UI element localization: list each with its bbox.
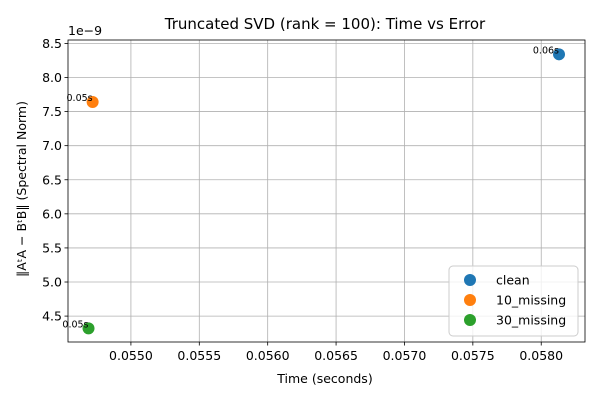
y-tick-label: 8.5 — [42, 36, 62, 51]
y-tick-label: 6.0 — [42, 206, 62, 221]
y-tick-label: 6.5 — [42, 172, 62, 187]
data-point-10_missing — [86, 96, 99, 109]
legend-marker-30_missing — [464, 314, 476, 326]
x-tick-label: 0.0560 — [246, 348, 290, 363]
data-points — [82, 48, 566, 335]
x-tick-label: 0.0565 — [314, 348, 358, 363]
legend-label-10_missing: 10_missing — [496, 293, 566, 308]
point-annotation: 0.05s — [62, 319, 88, 330]
plot-frame — [67, 39, 586, 343]
legend-marker-10_missing — [464, 294, 476, 306]
y-offset-label: 1e−9 — [68, 23, 102, 38]
legend-marker-clean — [464, 274, 476, 286]
x-tick-label: 0.0575 — [451, 348, 495, 363]
y-tick-label: 8.0 — [42, 70, 62, 85]
y-tick-label: 5.5 — [42, 240, 62, 255]
x-tick-label: 0.0555 — [177, 348, 221, 363]
x-tick-label: 0.0570 — [383, 348, 427, 363]
grid — [68, 40, 585, 342]
y-tick-label: 7.0 — [42, 138, 62, 153]
data-point-clean — [553, 48, 566, 61]
axis-ticks: 0.0550 0.0555 0.0560 0.0565 0.0570 0.0575 0.05… — [42, 36, 563, 363]
x-axis-label: Time (seconds) — [276, 371, 372, 386]
data-point-30_missing — [82, 322, 95, 335]
point-annotation: 0.05s — [67, 93, 93, 104]
legend: clean 10_missing 30_missing — [448, 265, 579, 337]
y-tick-label: 7.5 — [42, 104, 62, 119]
legend-label-clean: clean — [496, 273, 530, 288]
chart-title: Truncated SVD (rank = 100): Time vs Erro… — [164, 15, 486, 33]
point-annotation: 0.06s — [533, 45, 559, 56]
y-axis-label: ‖AᵗA − BᵗB‖ (Spectral Norm) — [14, 101, 29, 277]
x-tick-label: 0.0550 — [109, 348, 153, 363]
legend-box — [448, 265, 579, 337]
x-tick-label: 0.0580 — [519, 348, 563, 363]
y-tick-label: 5.0 — [42, 275, 62, 290]
y-tick-label: 4.5 — [42, 309, 62, 324]
legend-label-30_missing: 30_missing — [496, 313, 566, 328]
point-annotations: 0.06s 0.05s 0.05s — [62, 45, 559, 330]
